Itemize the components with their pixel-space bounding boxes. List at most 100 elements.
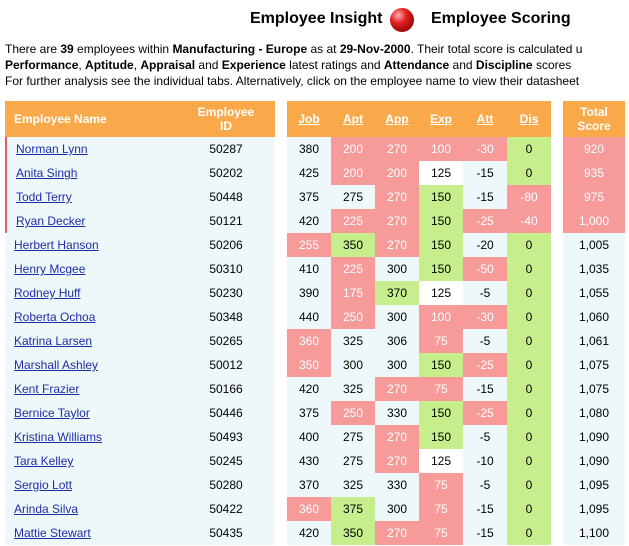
col-header-att[interactable]: Att	[463, 101, 507, 137]
exp-score-cell: 125	[419, 281, 463, 305]
title-bar: Employee Insight Employee Scoring	[0, 0, 629, 38]
division-name: Manufacturing	[172, 42, 256, 56]
employee-name-link[interactable]: Arinda Silva	[14, 502, 79, 516]
total-score-cell: 1,055	[563, 281, 625, 305]
employee-name-cell[interactable]: Roberta Ochoa	[5, 305, 177, 329]
table-header-row: Employee Name Employee ID Job Apt App Exp…	[5, 101, 625, 137]
att-score-cell: -15	[463, 377, 507, 401]
att-score-cell: -20	[463, 233, 507, 257]
employee-scoring-title: Employee Scoring	[431, 10, 571, 27]
employee-name-cell[interactable]: Sergio Lott	[5, 473, 177, 497]
col-header-app[interactable]: App	[375, 101, 419, 137]
att-score-cell: -30	[463, 137, 507, 161]
intro-text-part: as at	[307, 42, 340, 56]
col-header-job[interactable]: Job	[287, 101, 331, 137]
employee-name-cell[interactable]: Kristina Williams	[5, 425, 177, 449]
app-score-cell: 270	[375, 449, 419, 473]
column-gap	[275, 305, 287, 329]
employee-name-link[interactable]: Todd Terry	[16, 190, 72, 204]
job-score-cell: 375	[287, 185, 331, 209]
app-score-cell: 270	[375, 521, 419, 545]
total-score-cell: 1,100	[563, 521, 625, 545]
employee-name-cell[interactable]: Kent Frazier	[5, 377, 177, 401]
employee-name-link[interactable]: Henry Mcgee	[14, 262, 86, 276]
employee-name-link[interactable]: Kent Frazier	[14, 382, 80, 396]
table-body: Norman Lynn 50287 380 200 270 100 -30 0 920 Anita…	[5, 137, 625, 545]
employee-name-link[interactable]: Bernice Taylor	[14, 406, 90, 420]
employee-name-cell[interactable]: Norman Lynn	[5, 137, 177, 161]
job-score-cell: 410	[287, 257, 331, 281]
employee-name-cell[interactable]: Anita Singh	[5, 161, 177, 185]
employee-name-cell[interactable]: Bernice Taylor	[5, 401, 177, 425]
employee-name-cell[interactable]: Henry Mcgee	[5, 257, 177, 281]
total-score-cell: 935	[563, 161, 625, 185]
job-sort-link[interactable]: Job	[298, 112, 320, 126]
employee-name-link[interactable]: Kristina Williams	[14, 430, 103, 444]
job-score-cell: 360	[287, 329, 331, 353]
table-row: Todd Terry 50448 375 275 270 150 -15 -80 975	[5, 185, 625, 209]
col-header-dis[interactable]: Dis	[507, 101, 551, 137]
employee-name-link[interactable]: Rodney Huff	[14, 286, 81, 300]
apt-score-cell: 250	[331, 401, 375, 425]
employee-name-cell[interactable]: Ryan Decker	[5, 209, 177, 233]
column-gap	[551, 185, 563, 209]
col-header-exp[interactable]: Exp	[419, 101, 463, 137]
employee-name-link[interactable]: Herbert Hanson	[14, 238, 99, 252]
app-score-cell: 270	[375, 377, 419, 401]
employee-name-link[interactable]: Tara Kelley	[14, 454, 74, 468]
employee-name-link[interactable]: Mattie Stewart	[14, 526, 91, 540]
dis-score-cell: 0	[507, 233, 551, 257]
employee-name-cell[interactable]: Tara Kelley	[5, 449, 177, 473]
dis-score-cell: 0	[507, 137, 551, 161]
table-row: Sergio Lott 50280 370 325 330 75 -5 0 1,095	[5, 473, 625, 497]
employee-name-cell[interactable]: Marshall Ashley	[5, 353, 177, 377]
employee-name-link[interactable]: Anita Singh	[16, 166, 78, 180]
id-header-line1: Employee	[197, 105, 255, 119]
apt-score-cell: 350	[331, 521, 375, 545]
apt-score-cell: 275	[331, 185, 375, 209]
employee-name-link[interactable]: Norman Lynn	[16, 142, 88, 156]
employee-name-cell[interactable]: Rodney Huff	[5, 281, 177, 305]
total-score-cell: 1,090	[563, 449, 625, 473]
total-score-cell: 1,095	[563, 497, 625, 521]
column-gap	[551, 257, 563, 281]
employee-name-cell[interactable]: Herbert Hanson	[5, 233, 177, 257]
employee-name-link[interactable]: Roberta Ochoa	[14, 310, 96, 324]
app-score-cell: 270	[375, 425, 419, 449]
employee-scoring-table: Employee Name Employee ID Job Apt App Exp…	[5, 101, 625, 545]
exp-sort-link[interactable]: Exp	[429, 112, 452, 126]
employee-name-link[interactable]: Ryan Decker	[16, 214, 86, 228]
apt-sort-link[interactable]: Apt	[343, 112, 363, 126]
employee-id-cell: 50422	[177, 497, 275, 521]
dis-score-cell: 0	[507, 329, 551, 353]
employee-id-cell: 50348	[177, 305, 275, 329]
table-row: Arinda Silva 50422 360 375 300 75 -15 0 1,095	[5, 497, 625, 521]
app-sort-link[interactable]: App	[385, 112, 409, 126]
employee-name-cell[interactable]: Todd Terry	[5, 185, 177, 209]
dis-sort-link[interactable]: Dis	[519, 112, 539, 126]
total-score-cell: 1,090	[563, 425, 625, 449]
intro-text-part: latest ratings and	[285, 58, 384, 72]
employee-name-cell[interactable]: Arinda Silva	[5, 497, 177, 521]
column-gap	[275, 329, 287, 353]
employee-name-link[interactable]: Marshall Ashley	[14, 358, 99, 372]
employee-name-cell[interactable]: Mattie Stewart	[5, 521, 177, 545]
column-gap	[551, 305, 563, 329]
column-gap	[275, 161, 287, 185]
dis-score-cell: 0	[507, 281, 551, 305]
att-score-cell: -25	[463, 209, 507, 233]
total-header-line1: Total	[580, 105, 608, 119]
app-score-cell: 200	[375, 161, 419, 185]
total-score-cell: 1,075	[563, 353, 625, 377]
employee-id-cell: 50446	[177, 401, 275, 425]
exp-score-cell: 150	[419, 185, 463, 209]
column-gap	[551, 425, 563, 449]
total-score-cell: 920	[563, 137, 625, 161]
intro-text-part: There are	[5, 42, 61, 56]
col-header-apt[interactable]: Apt	[331, 101, 375, 137]
employee-name-link[interactable]: Sergio Lott	[14, 478, 73, 492]
employee-name-link[interactable]: Katrina Larsen	[14, 334, 93, 348]
intro-text-part: scores	[532, 58, 572, 72]
employee-name-cell[interactable]: Katrina Larsen	[5, 329, 177, 353]
att-sort-link[interactable]: Att	[476, 112, 494, 126]
